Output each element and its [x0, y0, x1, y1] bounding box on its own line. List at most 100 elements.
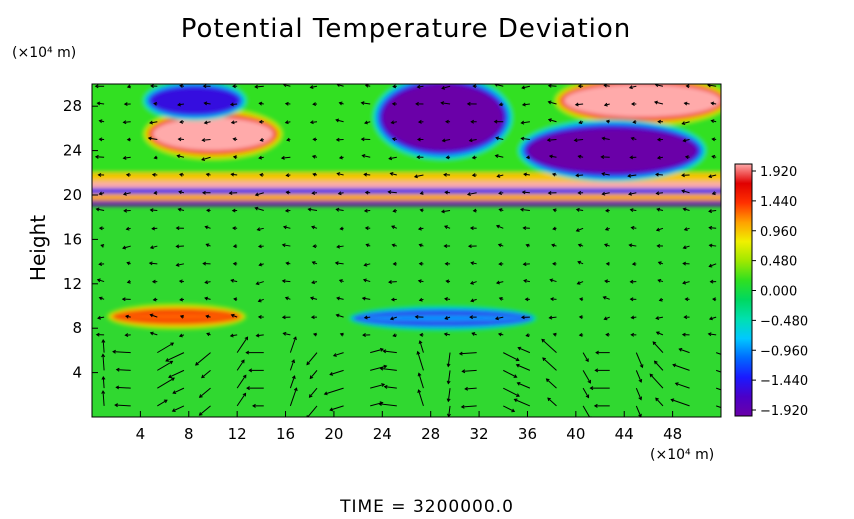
wind-arrow: [628, 243, 637, 248]
wind-arrow: [392, 84, 397, 89]
wind-arrow: [523, 172, 530, 177]
x-tick-label: 32: [470, 425, 489, 443]
wind-arrow: [523, 278, 530, 283]
wind-arrow: [370, 364, 388, 371]
wind-arrow: [547, 84, 557, 88]
wind-arrow: [417, 279, 424, 284]
wind-arrow: [525, 155, 530, 160]
wind-arrow: [232, 261, 238, 266]
wind-arrow: [100, 243, 105, 248]
wind-arrow: [114, 403, 131, 408]
wind-arrow: [471, 173, 477, 178]
wind-arrow: [94, 84, 105, 89]
wind-arrow: [589, 386, 610, 391]
wind-arrow: [147, 136, 158, 141]
wind-arrow: [258, 262, 264, 267]
wind-arrow: [655, 191, 663, 196]
wind-arrow: [712, 297, 717, 302]
wind-arrow: [177, 207, 185, 212]
wind-arrow: [95, 207, 105, 212]
wind-arrow: [497, 332, 504, 337]
wind-arrow: [684, 155, 690, 160]
wind-arrow: [577, 243, 584, 248]
wind-arrow: [256, 227, 264, 232]
colorbar-tick-label: 1.920: [760, 165, 797, 180]
y-tick-label: 28: [63, 97, 82, 115]
x-tick-label: 40: [566, 425, 585, 443]
wind-arrow: [179, 84, 185, 88]
wind-arrow: [335, 137, 344, 142]
wind-arrow: [656, 155, 664, 160]
wind-arrow: [548, 154, 557, 159]
wind-arrow: [631, 102, 637, 106]
wind-arrow: [392, 333, 397, 338]
wind-arrow: [605, 208, 610, 213]
wind-arrow: [289, 336, 297, 353]
wind-arrow: [602, 295, 610, 300]
x-tick-label: 28: [421, 425, 440, 443]
wind-arrow: [605, 261, 610, 266]
wind-arrow: [370, 347, 384, 354]
wind-arrow: [709, 279, 717, 284]
wind-arrow: [362, 278, 371, 283]
wind-arrow: [546, 138, 557, 143]
wind-arrow: [635, 352, 644, 369]
wind-arrow: [230, 278, 238, 283]
wind-arrow: [177, 102, 185, 107]
wind-arrow: [389, 316, 397, 321]
wind-arrow: [628, 85, 637, 90]
wind-arrow: [444, 316, 451, 320]
wind-arrow: [254, 192, 264, 197]
wind-arrow: [446, 388, 451, 403]
wind-arrow: [417, 389, 424, 407]
colorbar-tick-label: −1.920: [760, 404, 808, 419]
y-tick-label: 16: [63, 230, 82, 248]
wind-arrow: [520, 136, 530, 141]
wind-arrow: [312, 172, 318, 177]
wind-arrow: [284, 101, 291, 106]
wind-arrow: [494, 154, 504, 158]
wind-arrow: [205, 243, 211, 248]
wind-arrow: [388, 156, 397, 161]
wind-arrow: [520, 315, 530, 320]
x-tick-label: 44: [615, 425, 634, 443]
x-tick-label: 16: [276, 425, 295, 443]
wind-arrow: [525, 333, 530, 338]
wind-arrow: [335, 313, 344, 318]
wind-arrow: [370, 383, 386, 389]
colorbar-tick-label: −0.480: [760, 314, 808, 329]
wind-arrow: [360, 101, 371, 106]
field-feature-mid-level-warm-streak: [116, 312, 238, 321]
wind-arrow: [653, 100, 664, 105]
wind-arrow: [710, 101, 717, 106]
wind-arrow: [498, 191, 504, 196]
wind-arrow: [255, 333, 264, 338]
wind-arrow: [329, 369, 344, 376]
wind-arrow: [577, 260, 584, 265]
wind-arrow: [338, 155, 344, 160]
wind-arrow: [336, 172, 344, 176]
wind-arrow: [683, 315, 690, 320]
wind-arrow: [232, 244, 238, 249]
wind-arrow: [204, 225, 211, 230]
wind-arrow: [281, 279, 291, 284]
wind-arrow: [392, 261, 397, 266]
wind-arrow: [542, 357, 557, 371]
wind-arrow: [604, 227, 610, 231]
wind-arrow: [95, 332, 105, 337]
wind-arrow: [577, 190, 584, 195]
wind-arrow: [582, 352, 589, 363]
wind-arrow: [524, 297, 530, 302]
wind-arrow: [446, 352, 451, 368]
wind-arrow: [364, 226, 371, 231]
wind-arrow: [236, 392, 247, 407]
wind-arrow: [445, 155, 451, 160]
wind-vector-field: [94, 84, 721, 417]
wind-arrow: [204, 296, 211, 301]
wind-arrow: [390, 297, 397, 302]
wind-arrow: [445, 119, 451, 124]
wind-arrow: [603, 84, 610, 88]
wind-arrow: [362, 333, 371, 337]
wind-arrow: [497, 243, 504, 248]
wind-arrow: [715, 352, 721, 355]
